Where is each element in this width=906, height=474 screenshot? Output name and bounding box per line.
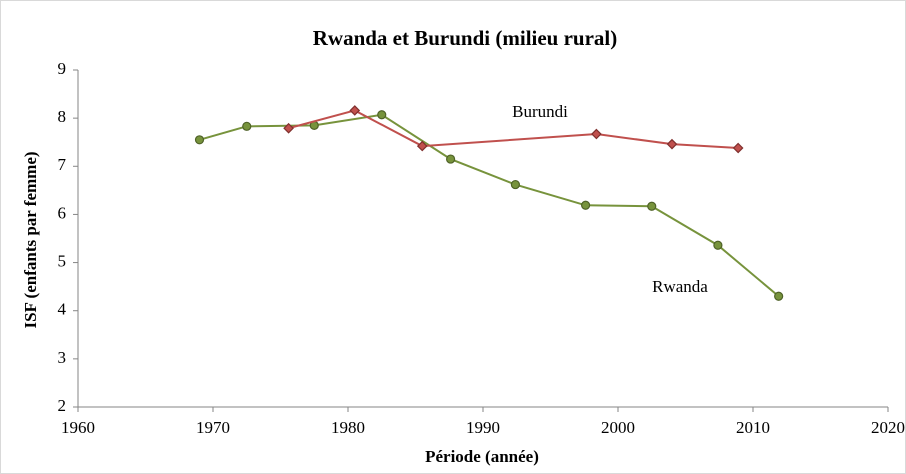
x-tick-label: 1980 (331, 418, 365, 437)
point-marker (194, 135, 205, 145)
point-marker (732, 142, 744, 154)
series-line (199, 113, 780, 298)
point-marker (647, 201, 657, 211)
y-tick-label: 8 (58, 107, 67, 126)
chart-title: Rwanda et Burundi (milieu rural) (313, 26, 618, 50)
y-tick-label: 2 (58, 396, 67, 415)
point-marker (591, 128, 602, 140)
point-marker (242, 121, 252, 131)
x-tick-label: 2010 (736, 418, 770, 437)
y-tick-label: 6 (58, 203, 67, 222)
series-label: Rwanda (652, 277, 708, 296)
point-marker (666, 138, 678, 150)
point-marker (510, 179, 521, 190)
point-marker (377, 110, 387, 120)
point-marker (446, 154, 456, 164)
y-tick-label: 7 (58, 155, 67, 174)
y-tick-label: 4 (58, 300, 67, 319)
x-tick-label: 1990 (466, 418, 500, 437)
series-label: Burundi (512, 102, 568, 121)
x-axis-label: Période (année) (425, 447, 539, 466)
y-tick-label: 9 (58, 59, 67, 78)
y-tick-label: 3 (58, 348, 67, 367)
point-marker (774, 291, 784, 301)
x-tick-label: 2020 (871, 418, 905, 437)
point-marker (713, 240, 723, 250)
series-line (288, 109, 739, 149)
point-marker (283, 122, 294, 134)
x-tick-label: 1960 (61, 418, 95, 437)
point-marker (580, 200, 591, 210)
point-marker (416, 140, 428, 152)
point-marker (349, 105, 361, 116)
x-tick-label: 1970 (196, 418, 230, 437)
y-axis-label: ISF (enfants par femme) (21, 151, 40, 328)
x-tick-label: 2000 (601, 418, 635, 437)
y-tick-label: 5 (58, 251, 67, 270)
